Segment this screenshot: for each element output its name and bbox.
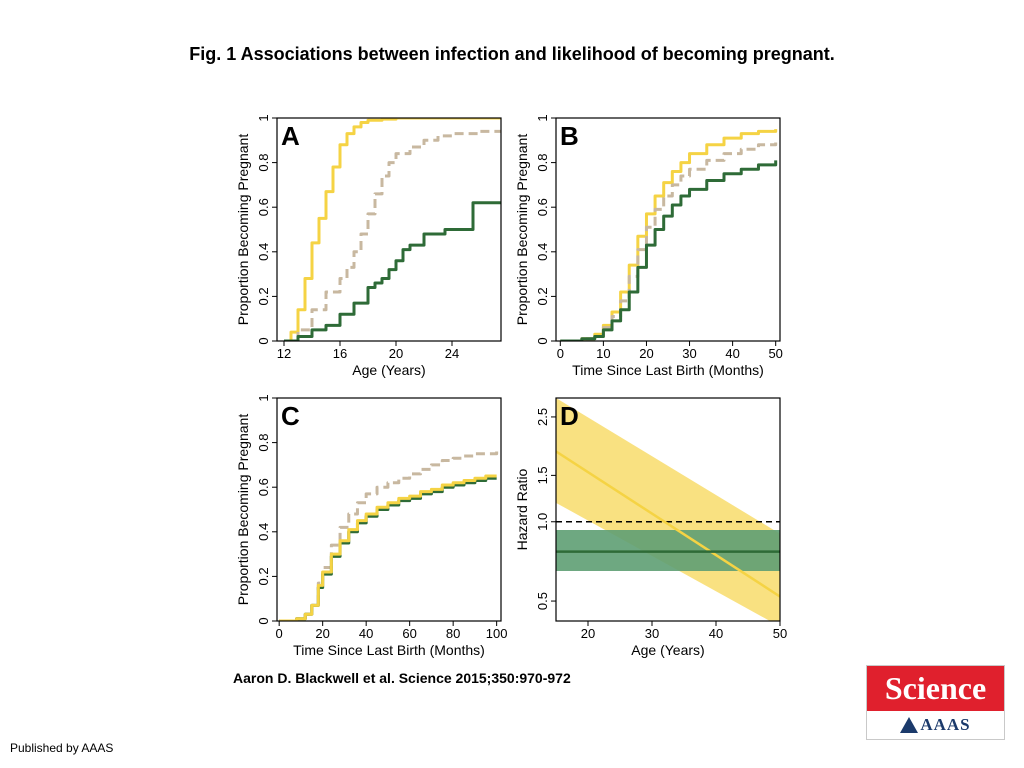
y-tick-label: 0 bbox=[256, 337, 271, 344]
series-line-tan bbox=[279, 451, 499, 621]
y-tick-label: 0.4 bbox=[256, 523, 271, 541]
x-tick-label: 40 bbox=[359, 626, 373, 641]
y-tick-label: 0.6 bbox=[535, 198, 550, 216]
series-line-green bbox=[560, 160, 778, 341]
x-tick-label: 12 bbox=[277, 346, 291, 361]
series-line-yellow bbox=[556, 450, 780, 598]
x-tick-label: 20 bbox=[581, 626, 595, 641]
y-tick-label: 0.6 bbox=[256, 198, 271, 216]
x-tick-label: 60 bbox=[402, 626, 416, 641]
y-tick-label: 0.8 bbox=[535, 154, 550, 172]
y-tick-label: 0.8 bbox=[256, 434, 271, 452]
plot-area bbox=[279, 451, 499, 621]
x-tick-label: 40 bbox=[709, 626, 723, 641]
y-axis-label: Proportion Becoming Pregnant bbox=[235, 134, 251, 326]
science-wordmark: Science bbox=[867, 666, 1004, 711]
y-tick-label: 0.8 bbox=[256, 154, 271, 172]
x-tick-label: 50 bbox=[773, 626, 787, 641]
x-tick-label: 100 bbox=[486, 626, 508, 641]
plot-area bbox=[284, 118, 501, 341]
plot-area bbox=[556, 398, 780, 621]
x-axis-label: Time Since Last Birth (Months) bbox=[572, 362, 764, 378]
publisher-note: Published by AAAS bbox=[10, 741, 114, 755]
x-tick-label: 30 bbox=[682, 346, 696, 361]
plot-area bbox=[560, 129, 778, 341]
x-tick-label: 40 bbox=[725, 346, 739, 361]
x-tick-label: 10 bbox=[596, 346, 610, 361]
y-tick-label: 1 bbox=[256, 114, 271, 121]
y-axis-label: Hazard Ratio bbox=[514, 468, 530, 550]
panel-d: 0.5 1.0 1.5 2.5 20 30 40 50 Age (Years) Hazard Ra… bbox=[514, 397, 787, 658]
panel-letter: C bbox=[281, 401, 300, 431]
y-tick-label: 0 bbox=[256, 617, 271, 624]
plot-frame bbox=[276, 397, 502, 622]
y-tick-label: 1.5 bbox=[535, 466, 550, 484]
aaas-triangle-icon bbox=[900, 717, 919, 733]
plot-frame bbox=[555, 117, 781, 342]
x-tick-label: 20 bbox=[315, 626, 329, 641]
x-tick-label: 0 bbox=[276, 626, 283, 641]
y-tick-label: 1.0 bbox=[535, 513, 550, 531]
y-tick-label: 0 bbox=[535, 337, 550, 344]
series-line-green bbox=[284, 201, 501, 341]
panel-letter: A bbox=[281, 121, 300, 151]
series-line-yellow bbox=[284, 118, 501, 341]
y-tick-label: 1 bbox=[256, 394, 271, 401]
y-tick-label: 0.2 bbox=[256, 287, 271, 305]
x-axis-label: Time Since Last Birth (Months) bbox=[293, 642, 485, 658]
y-tick-label: 2.5 bbox=[535, 408, 550, 426]
series-line-tan bbox=[284, 129, 501, 341]
x-tick-label: 24 bbox=[445, 346, 459, 361]
citation: Aaron D. Blackwell et al. Science 2015;3… bbox=[233, 670, 571, 686]
x-tick-label: 20 bbox=[389, 346, 403, 361]
panel-letter: B bbox=[560, 121, 579, 151]
x-tick-label: 80 bbox=[446, 626, 460, 641]
series-line-tan bbox=[560, 142, 778, 341]
y-tick-label: 1 bbox=[535, 114, 550, 121]
y-tick-label: 0.2 bbox=[256, 567, 271, 585]
x-tick-label: 16 bbox=[333, 346, 347, 361]
confidence-band-yellow bbox=[556, 398, 780, 621]
panel-a: 0 0.2 0.4 0.6 0.8 1 12 16 20 24 Age (Years) Proport… bbox=[235, 114, 502, 378]
plot-frame bbox=[276, 117, 502, 342]
figure-title: Fig. 1 Associations between infection an… bbox=[189, 44, 835, 64]
x-axis-label: Age (Years) bbox=[352, 362, 425, 378]
x-axis-label: Age (Years) bbox=[631, 642, 704, 658]
x-tick-label: 0 bbox=[557, 346, 564, 361]
x-tick-label: 30 bbox=[645, 626, 659, 641]
series-line-yellow bbox=[560, 129, 778, 341]
series-line-yellow bbox=[279, 474, 497, 621]
y-axis-label: Proportion Becoming Pregnant bbox=[514, 134, 530, 326]
aaas-wordmark: AAAS bbox=[920, 715, 971, 734]
y-axis-label: Proportion Becoming Pregnant bbox=[235, 414, 251, 606]
plot-frame bbox=[555, 397, 781, 622]
y-tick-label: 0.2 bbox=[535, 287, 550, 305]
science-logo: Science AAAS bbox=[866, 665, 1005, 740]
y-tick-label: 0.4 bbox=[256, 243, 271, 261]
x-tick-label: 50 bbox=[768, 346, 782, 361]
y-tick-label: 0.5 bbox=[535, 592, 550, 610]
panel-letter: D bbox=[560, 401, 579, 431]
y-tick-label: 0.6 bbox=[256, 478, 271, 496]
series-line-green bbox=[279, 476, 497, 621]
aaas-mark: AAAS bbox=[867, 711, 1004, 739]
y-tick-label: 0.4 bbox=[535, 243, 550, 261]
x-tick-label: 20 bbox=[639, 346, 653, 361]
